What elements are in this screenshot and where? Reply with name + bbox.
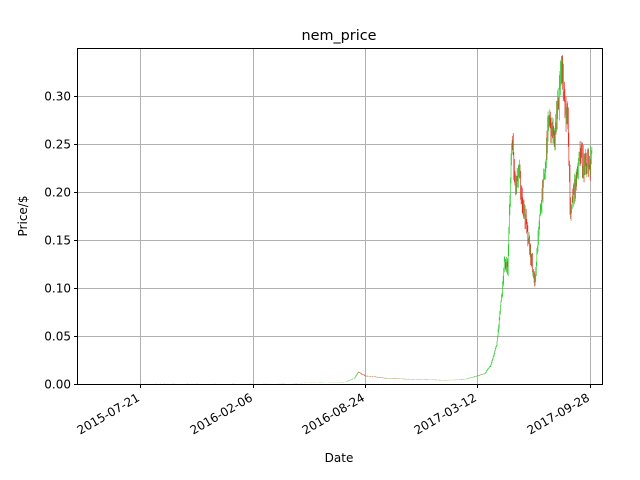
y-tick-label: 0.00 <box>44 378 71 392</box>
y-tick-label: 0.15 <box>44 234 71 248</box>
y-tick-label: 0.25 <box>44 138 71 152</box>
y-tick-label: 0.30 <box>44 90 71 104</box>
grid-layer <box>78 48 602 385</box>
y-tick-label: 0.10 <box>44 282 71 296</box>
y-axis: 0.00 0.05 0.10 0.15 0.20 0.25 0.30 <box>44 90 78 392</box>
x-axis-label: Date <box>325 451 354 465</box>
chart-title: nem_price <box>301 28 376 44</box>
y-axis-label: Price/$ <box>16 196 30 237</box>
candle-layer <box>77 55 593 384</box>
y-tick-label: 0.05 <box>44 330 71 344</box>
y-tick-label: 0.20 <box>44 186 71 200</box>
plot-frame <box>77 48 603 385</box>
